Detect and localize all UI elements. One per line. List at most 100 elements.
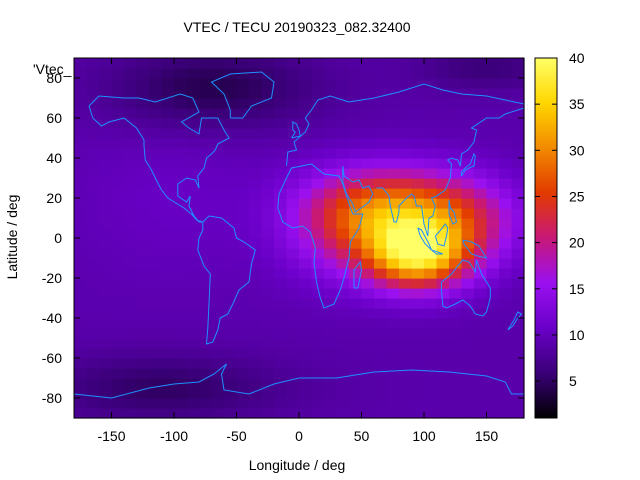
heatmap-cell xyxy=(399,188,413,199)
heatmap-cell xyxy=(161,378,175,389)
heatmap-cell xyxy=(124,258,138,269)
heatmap-cell xyxy=(511,298,525,309)
heatmap-cell xyxy=(324,98,338,109)
heatmap-cell xyxy=(136,188,150,199)
heatmap-cell xyxy=(424,178,438,189)
heatmap-cell xyxy=(449,98,463,109)
heatmap-cell xyxy=(374,298,388,309)
heatmap-cell xyxy=(136,138,150,149)
heatmap-cell xyxy=(424,108,438,119)
heatmap-cell xyxy=(286,278,300,289)
heatmap-cell xyxy=(461,108,475,119)
heatmap-cell xyxy=(424,88,438,99)
heatmap-cell xyxy=(136,288,150,299)
heatmap-cell xyxy=(436,128,450,139)
heatmap-cell xyxy=(149,228,163,239)
heatmap-cell xyxy=(499,328,513,339)
heatmap-cell xyxy=(274,348,288,359)
heatmap-cell xyxy=(386,148,400,159)
heatmap-cell xyxy=(436,398,450,409)
heatmap-cell xyxy=(186,278,200,289)
heatmap-cell xyxy=(449,248,463,259)
heatmap-cell xyxy=(286,138,300,149)
heatmap-cell xyxy=(511,258,525,269)
heatmap-cell xyxy=(311,228,325,239)
heatmap-cell xyxy=(261,388,275,399)
coastline xyxy=(431,249,443,255)
heatmap-cell xyxy=(424,258,438,269)
heatmap-cell xyxy=(186,378,200,389)
heatmap-cell xyxy=(386,188,400,199)
heatmap-cell xyxy=(399,198,413,209)
heatmap-cell xyxy=(86,318,100,329)
heatmap-cell xyxy=(424,68,438,79)
heatmap-cell xyxy=(186,318,200,329)
heatmap-cell xyxy=(386,178,400,189)
heatmap-cell xyxy=(474,158,488,169)
heatmap-cell xyxy=(186,148,200,159)
heatmap-cell xyxy=(74,208,88,219)
heatmap-cell xyxy=(299,358,313,369)
heatmap-cell xyxy=(411,178,425,189)
heatmap-cell xyxy=(224,318,238,329)
heatmap-cell xyxy=(211,318,225,329)
heatmap-cell xyxy=(436,108,450,119)
heatmap-cell xyxy=(461,188,475,199)
y-tick-label: 0 xyxy=(54,230,62,246)
heatmap-cell xyxy=(199,388,213,399)
heatmap-cell xyxy=(399,148,413,159)
heatmap-cell xyxy=(299,198,313,209)
heatmap-cell xyxy=(174,188,188,199)
heatmap-cell xyxy=(299,348,313,359)
heatmap-cell xyxy=(324,198,338,209)
heatmap-cell xyxy=(436,408,450,419)
x-axis: -150 -100 -50 0 50 100 150 xyxy=(97,58,498,444)
heatmap-cell xyxy=(374,258,388,269)
heatmap-cell xyxy=(499,128,513,139)
heatmap-cell xyxy=(399,268,413,279)
heatmap-cell xyxy=(374,288,388,299)
heatmap-cell xyxy=(511,388,525,399)
heatmap-cell xyxy=(199,278,213,289)
heatmap-cell xyxy=(399,108,413,119)
heatmap-cell xyxy=(249,328,263,339)
heatmap-cell xyxy=(311,78,325,89)
heatmap-cell xyxy=(411,138,425,149)
heatmap-cell xyxy=(186,198,200,209)
heatmap-cell xyxy=(274,148,288,159)
heatmap-cell xyxy=(124,278,138,289)
heatmap-cell xyxy=(299,148,313,159)
heatmap-cell xyxy=(499,258,513,269)
heatmap-cells xyxy=(74,58,525,419)
heatmap-cell xyxy=(199,218,213,229)
heatmap-cell xyxy=(211,68,225,79)
heatmap-cell xyxy=(474,258,488,269)
heatmap-cell xyxy=(161,108,175,119)
heatmap-cell xyxy=(486,358,500,369)
heatmap-cell xyxy=(361,228,375,239)
heatmap-cell xyxy=(311,248,325,259)
heatmap-cell xyxy=(424,138,438,149)
heatmap-cell xyxy=(199,398,213,409)
heatmap-cell xyxy=(399,218,413,229)
heatmap-cell xyxy=(511,248,525,259)
heatmap-cell xyxy=(236,398,250,409)
heatmap-cell xyxy=(511,108,525,119)
heatmap-cell xyxy=(186,368,200,379)
heatmap-cell xyxy=(224,58,238,69)
heatmap-cell xyxy=(461,88,475,99)
heatmap-cell xyxy=(136,168,150,179)
heatmap-cell xyxy=(411,268,425,279)
heatmap-cell xyxy=(324,368,338,379)
heatmap-cell xyxy=(324,278,338,289)
heatmap-cell xyxy=(199,98,213,109)
heatmap-cell xyxy=(249,238,263,249)
heatmap-cell xyxy=(124,238,138,249)
heatmap-cell xyxy=(374,148,388,159)
heatmap-cell xyxy=(111,338,125,349)
heatmap-cell xyxy=(224,368,238,379)
heatmap-cell xyxy=(86,338,100,349)
heatmap-cell xyxy=(336,258,350,269)
heatmap-cell xyxy=(74,318,88,329)
heatmap-cell xyxy=(461,268,475,279)
